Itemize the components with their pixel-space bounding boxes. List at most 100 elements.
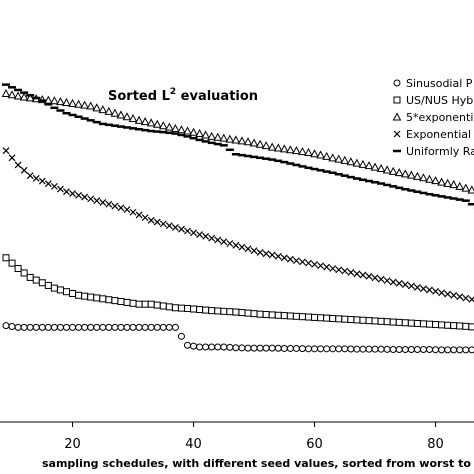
data-point xyxy=(450,322,458,330)
data-point xyxy=(462,322,470,330)
data-point xyxy=(69,289,77,297)
data-point xyxy=(280,254,288,262)
chart-title-suffix: evaluation xyxy=(176,89,258,104)
data-point xyxy=(105,200,113,208)
data-point xyxy=(371,317,379,325)
data-point xyxy=(75,191,83,199)
data-point xyxy=(190,342,198,350)
data-point xyxy=(98,105,108,114)
data-point xyxy=(449,180,459,189)
data-point xyxy=(244,245,252,253)
data-point xyxy=(208,234,216,242)
data-point xyxy=(159,323,167,331)
data-point xyxy=(147,300,155,308)
data-point xyxy=(359,271,367,279)
data-point xyxy=(268,344,276,352)
data-point xyxy=(226,240,234,247)
data-point xyxy=(401,319,409,327)
data-point xyxy=(467,185,474,194)
data-point xyxy=(261,141,271,150)
data-point xyxy=(353,316,361,324)
series-square xyxy=(2,254,474,331)
legend: Sinusodial P US/NUS Hyb 5*exponenti Exponen… xyxy=(392,77,474,158)
data-point xyxy=(413,319,421,327)
data-point xyxy=(335,345,343,353)
data-point xyxy=(14,161,22,169)
data-point xyxy=(358,159,368,168)
data-point xyxy=(38,177,46,185)
data-point xyxy=(202,306,210,314)
legend-label: US/NUS Hyb xyxy=(406,94,473,107)
data-point xyxy=(323,345,331,353)
data-point xyxy=(129,208,137,216)
data-point xyxy=(359,316,367,324)
data-point xyxy=(135,300,143,308)
data-point xyxy=(371,345,379,353)
data-point xyxy=(322,151,331,160)
data-point xyxy=(8,259,16,267)
data-point xyxy=(87,195,95,203)
data-point xyxy=(444,290,452,298)
data-point xyxy=(286,312,294,320)
data-point xyxy=(335,315,343,323)
data-point xyxy=(450,346,458,354)
data-point xyxy=(20,269,28,277)
data-point xyxy=(220,343,228,351)
data-point xyxy=(105,323,113,331)
data-point xyxy=(141,300,149,308)
data-point xyxy=(364,161,374,170)
data-point xyxy=(462,294,470,302)
data-point xyxy=(232,308,240,316)
data-point xyxy=(202,343,210,351)
data-point xyxy=(444,321,452,329)
data-point xyxy=(304,147,313,156)
data-point xyxy=(75,323,83,331)
data-point xyxy=(80,100,89,109)
data-point xyxy=(14,264,22,272)
data-point xyxy=(256,310,264,318)
data-point xyxy=(305,259,312,267)
data-point xyxy=(105,296,113,304)
data-point xyxy=(196,306,204,314)
data-point xyxy=(244,309,252,317)
chart-title: Sorted L2 evaluation xyxy=(108,87,258,104)
data-point xyxy=(401,346,409,354)
data-point xyxy=(371,274,379,282)
data-point xyxy=(444,346,452,354)
data-point xyxy=(232,241,240,249)
data-point xyxy=(74,99,83,108)
data-point xyxy=(171,323,179,331)
data-point xyxy=(419,320,427,328)
data-point xyxy=(249,138,259,147)
data-point xyxy=(316,150,325,159)
data-point xyxy=(407,346,415,354)
data-point xyxy=(93,323,101,331)
data-point xyxy=(244,344,252,352)
x-tick-label: 80 xyxy=(427,437,444,452)
data-point xyxy=(340,155,350,164)
data-point xyxy=(62,97,71,106)
data-point xyxy=(383,277,391,285)
plot-area xyxy=(1,83,474,354)
data-point xyxy=(117,204,125,212)
data-point xyxy=(32,323,40,331)
data-point xyxy=(280,344,288,352)
data-point xyxy=(267,142,277,151)
data-point xyxy=(413,171,422,180)
data-point xyxy=(323,314,331,322)
data-point xyxy=(110,108,120,117)
data-point xyxy=(128,113,138,123)
data-point xyxy=(400,169,410,178)
data-point xyxy=(299,258,306,266)
data-point xyxy=(165,303,173,311)
data-point xyxy=(292,344,300,352)
data-point xyxy=(317,345,325,353)
data-point xyxy=(104,106,114,115)
data-point xyxy=(69,190,76,197)
data-point xyxy=(140,117,150,126)
data-point xyxy=(111,323,119,331)
data-point xyxy=(13,91,23,100)
data-point xyxy=(141,323,149,331)
data-point xyxy=(323,263,331,271)
